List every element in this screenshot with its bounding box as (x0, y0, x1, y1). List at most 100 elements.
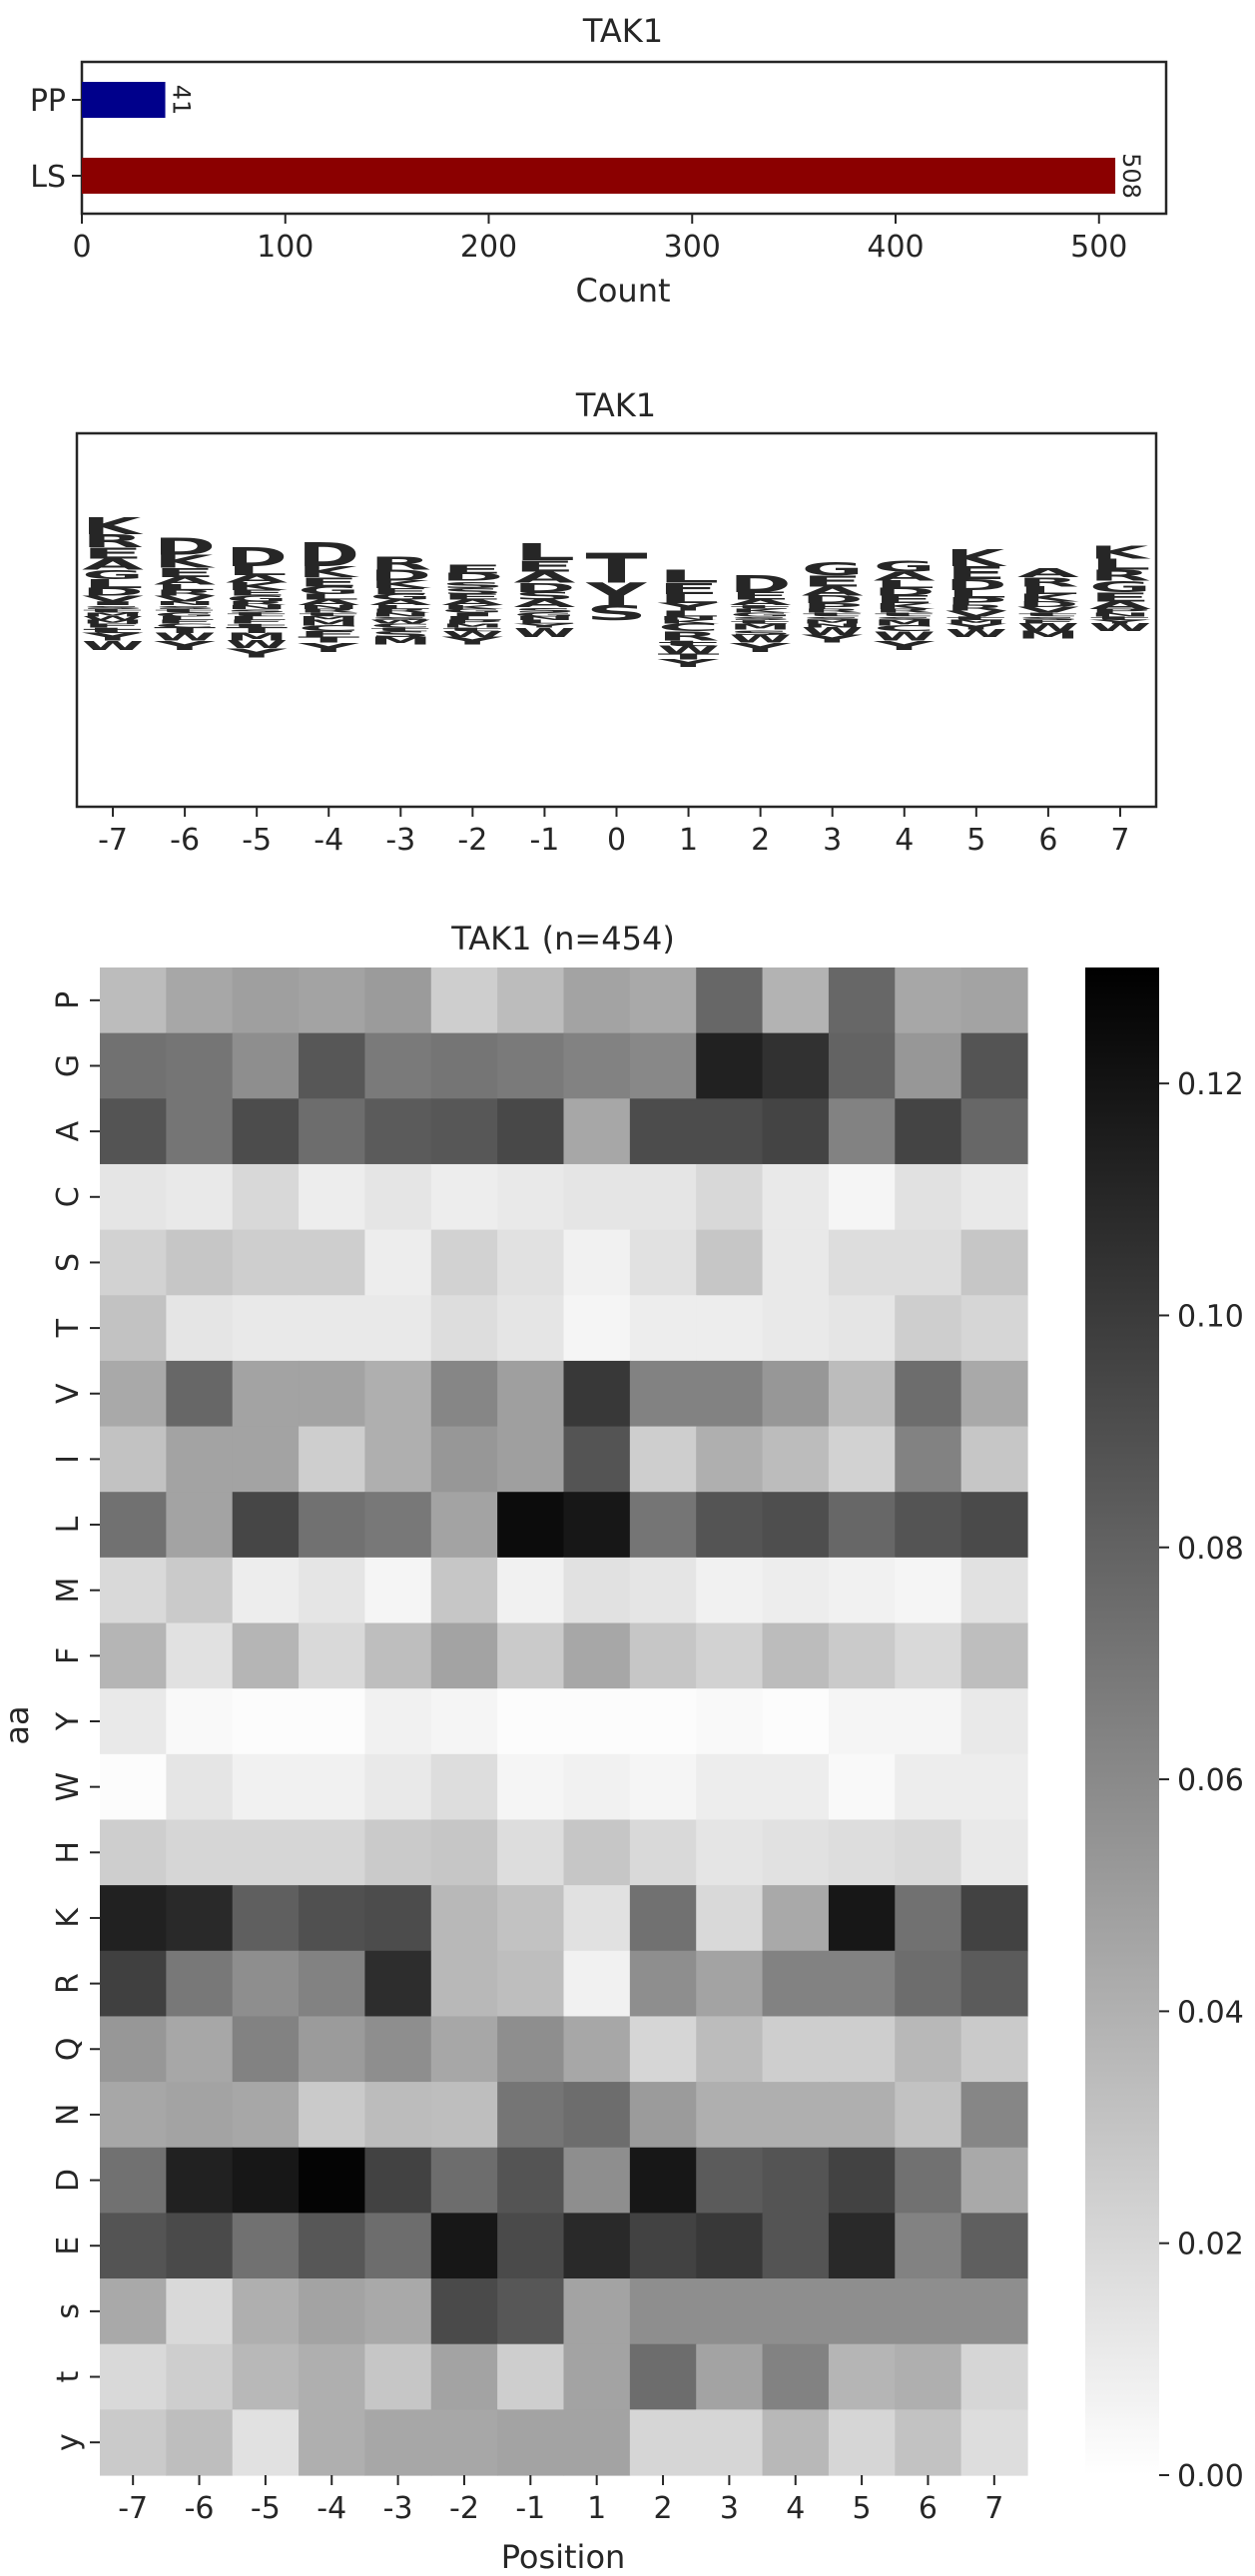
logo-letter: F (82, 623, 144, 629)
heatmap-cell (430, 1229, 498, 1296)
logo-xtick-label: 6 (1038, 823, 1057, 858)
logo-letter: D (82, 586, 144, 598)
logo-letter: W (1017, 622, 1079, 634)
logo-letter: V (945, 609, 1007, 618)
heatmap-cell (762, 2016, 830, 2083)
heatmap-cell (895, 2082, 962, 2149)
logo-letter: E (369, 587, 431, 596)
logo-letter: E (730, 590, 792, 602)
logo-letter: M (730, 622, 792, 631)
logo-letter: E (441, 592, 503, 601)
heatmap-cell (430, 1032, 498, 1099)
heatmap-cell (166, 1622, 234, 1689)
logo-letter: L (154, 615, 216, 621)
logo-letter: s (1017, 615, 1079, 621)
heatmap-cell (232, 1557, 300, 1624)
logo-xtick-label: -3 (385, 823, 415, 858)
heatmap-cell (895, 1229, 962, 1296)
logo-letter: M (369, 635, 431, 647)
colorbar-tick-label: 0.02 (1177, 2228, 1244, 2262)
logo-letter: E (82, 544, 144, 562)
heatmap-cell (100, 1622, 167, 1689)
logo-letter: A (1017, 565, 1080, 580)
heatmap-cell (166, 2213, 234, 2279)
logo-letter: G (730, 611, 792, 617)
heatmap-cell (430, 1622, 498, 1689)
heatmap-ytick-label: L (51, 1516, 86, 1533)
logo-letter: C (658, 622, 720, 634)
logo-letter: E (298, 575, 359, 590)
logo-letter: A (369, 598, 431, 607)
logo-letter: E (441, 562, 503, 577)
heatmap-cell (430, 1885, 498, 1952)
logo-letter: R (1089, 566, 1151, 584)
heatmap-cell (100, 2278, 167, 2345)
logo-letter: Y (801, 633, 864, 645)
logo-letter: Y (154, 638, 217, 653)
heatmap-cell (232, 1819, 300, 1886)
heatmap-cell (895, 1492, 962, 1559)
heatmap-cell (430, 1819, 498, 1886)
logo-letter: A (1089, 599, 1151, 611)
heatmap-cell (762, 2147, 830, 2214)
heatmap-cell (299, 1819, 366, 1886)
heatmap-cell (299, 1360, 366, 1428)
heatmap-cell (232, 1492, 300, 1559)
heatmap-cell (430, 1688, 498, 1755)
heatmap-cell (299, 1295, 366, 1362)
heatmap-cell (563, 1295, 631, 1362)
heatmap-cell (563, 2409, 631, 2476)
heatmap-cell (232, 2016, 300, 2083)
heatmap-cell (232, 1950, 300, 2018)
logo-letter: T (154, 626, 216, 635)
heatmap-cell (696, 1163, 764, 1231)
logo-letter: N (513, 615, 575, 621)
logo-letter: s (369, 615, 431, 621)
logo-letter: G (874, 557, 936, 575)
heatmap-cell (364, 1426, 432, 1493)
heatmap-ytick-label: S (51, 1253, 86, 1272)
logo-letter: A (441, 598, 503, 607)
heatmap-cell (895, 1426, 962, 1493)
heatmap-cell (563, 967, 631, 1034)
heatmap-cell (629, 1753, 697, 1821)
logo-letter: D (226, 542, 288, 572)
heatmap-xtick-label: -4 (316, 2491, 346, 2526)
heatmap-cell (497, 2016, 565, 2083)
heatmap-cell (828, 967, 896, 1034)
heatmap-cell (497, 2213, 565, 2279)
bar-PP (82, 82, 166, 118)
heatmap-cell (828, 2147, 896, 2214)
logo-letter: T (658, 652, 720, 661)
heatmap-cell (497, 1950, 565, 2018)
logo-letter: L (369, 604, 431, 610)
logo-letter: F (1017, 619, 1079, 625)
logo-letter: P (945, 596, 1007, 608)
heatmap-cell (430, 2082, 498, 2149)
logo-letter: S (513, 590, 575, 602)
heatmap-cell (563, 1426, 631, 1493)
heatmap-xtick-label: -1 (515, 2491, 545, 2526)
logo-letter: P (802, 602, 864, 611)
logo-letter: Y (585, 576, 647, 612)
logo-letter: I (82, 600, 144, 606)
heatmap-title: TAK1 (n=454) (450, 920, 675, 958)
heatmap-cell (696, 2147, 764, 2214)
logo-letter: L (513, 619, 575, 625)
logo-letter: A (874, 569, 937, 584)
logo-letter: W (441, 630, 503, 639)
heatmap-cell (629, 1950, 697, 2018)
heatmap-cell (762, 2343, 830, 2410)
heatmap-cell (232, 1295, 300, 1362)
heatmap-ytick-label: P (51, 991, 86, 1009)
heatmap-cell (563, 1360, 631, 1428)
heatmap-cell (563, 1229, 631, 1296)
logo-letter: K (441, 604, 503, 610)
heatmap-cell (960, 1688, 1028, 1755)
logo-letter: W (369, 619, 431, 625)
logo-letter: N (658, 615, 720, 621)
logo-letter: A (802, 584, 865, 599)
heatmap-cell (100, 2343, 167, 2410)
heatmap-cell (828, 1950, 896, 2018)
heatmap-xtick-label: 1 (587, 2491, 606, 2526)
